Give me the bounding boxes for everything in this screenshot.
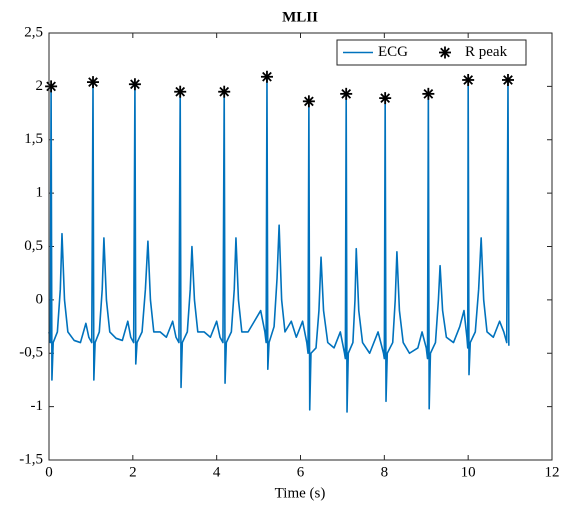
x-tick-label: 4: [213, 464, 221, 480]
asterisk-stroke: [130, 79, 140, 90]
r-peak-marker: [128, 78, 141, 91]
r-peak-marker: [501, 73, 514, 86]
r-peak-marker: [379, 92, 392, 105]
x-tick-label: 8: [381, 464, 389, 480]
asterisk-stroke: [262, 71, 272, 82]
r-peak-marker: [45, 80, 58, 93]
r-peak-marker: [218, 85, 231, 98]
y-tick-label: 2: [36, 78, 44, 94]
r-peak-marker: [87, 76, 100, 89]
legend-label: ECG: [378, 44, 408, 60]
y-tick-label: -0,5: [19, 345, 43, 361]
x-tick-label: 10: [461, 464, 476, 480]
legend-swatch: [439, 46, 451, 59]
x-tick-label: 0: [45, 464, 53, 480]
y-tick-label: 1,5: [24, 131, 43, 147]
asterisk-stroke: [463, 75, 474, 85]
y-tick-label: 2,5: [24, 24, 43, 40]
r-peak-marker: [302, 95, 315, 108]
ecg-line: [48, 75, 510, 413]
asterisk-stroke: [175, 86, 186, 97]
asterisk-stroke: [440, 47, 450, 58]
y-tick-label: -1,5: [19, 451, 43, 467]
asterisk-stroke: [46, 81, 56, 92]
r-peak-marker: [260, 70, 273, 83]
x-tick-label: 6: [297, 464, 305, 480]
x-tick-label: 12: [545, 464, 560, 480]
asterisk-stroke: [304, 96, 314, 107]
legend-label: R peak: [465, 44, 508, 60]
plot-frame: [48, 32, 553, 461]
r-peak-marker: [340, 87, 353, 100]
r-peak-marker: [422, 87, 435, 100]
x-tick-label: 2: [129, 464, 137, 480]
chart-title: MLII: [282, 9, 318, 25]
x-axis-label: Time (s): [275, 485, 326, 501]
asterisk-stroke: [423, 88, 434, 99]
r-peak-marker: [462, 73, 475, 86]
y-tick-label: 1: [36, 185, 44, 201]
asterisk-stroke: [219, 86, 230, 97]
asterisk-stroke: [88, 77, 98, 87]
y-tick-label: -1: [31, 398, 44, 414]
asterisk-stroke: [341, 88, 352, 99]
y-tick-label: 0,5: [24, 238, 43, 254]
asterisk-stroke: [380, 93, 391, 103]
asterisk-stroke: [503, 75, 513, 85]
y-tick-label: 0: [36, 291, 44, 307]
r-peak-marker: [174, 85, 187, 98]
